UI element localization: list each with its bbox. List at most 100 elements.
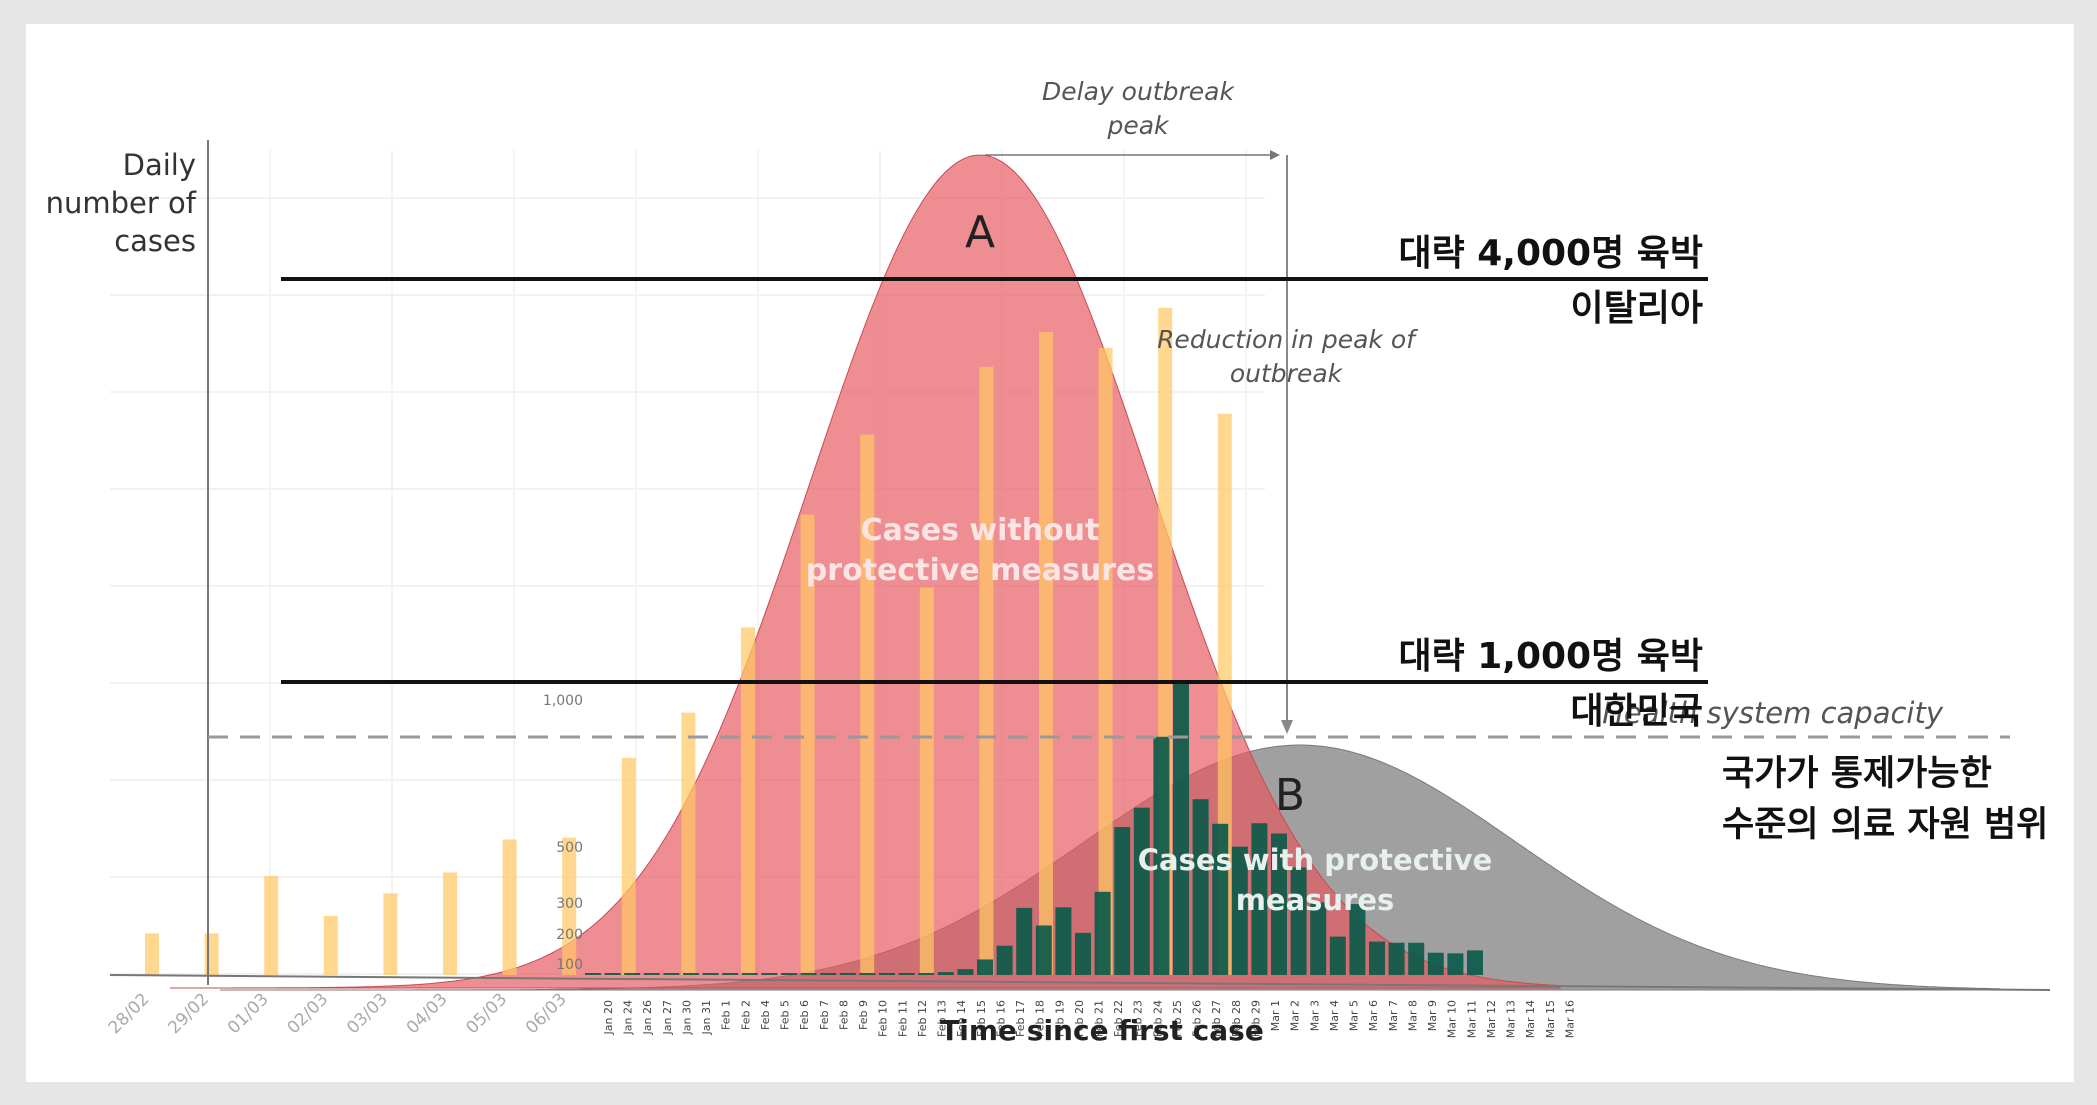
korea-date-label: Feb 19 [1053, 1000, 1066, 1037]
delay-arrow-head [1270, 150, 1280, 160]
korea-bar [781, 973, 797, 975]
korea-bar [1192, 799, 1209, 975]
italy-bar [1098, 347, 1113, 975]
korea-bar [1290, 867, 1307, 975]
korea-date-label: Feb 12 [916, 1000, 929, 1037]
korea-date-label: Mar 15 [1544, 1000, 1557, 1038]
korea-bar [741, 973, 758, 975]
korea-date-label: Mar 5 [1348, 1000, 1361, 1031]
korea-date-label: Mar 4 [1328, 1000, 1341, 1031]
korea-date-label: Feb 7 [818, 1000, 831, 1030]
korea-date-label: Feb 23 [1132, 1000, 1145, 1037]
y-axis-label-line2: number of [46, 186, 197, 220]
italy-bar-series [145, 307, 1232, 976]
korea-y-tick-label: 300 [556, 896, 583, 912]
korea-bar [957, 969, 974, 975]
korea-date-label: Feb 28 [1230, 1000, 1243, 1037]
italy-value-label: 대략 4,000명 육박 [1398, 233, 1703, 274]
korea-date-label: Feb 20 [1073, 1000, 1086, 1037]
korea-date-label: Feb 29 [1249, 1000, 1262, 1037]
korea-bar [1447, 953, 1464, 975]
italy-bar [323, 915, 338, 975]
korea-bar [839, 973, 856, 975]
korea-bar [1271, 833, 1287, 975]
korea-bar [1075, 932, 1091, 975]
korea-bar [1094, 891, 1111, 975]
capacity-note-line2: 수준의 의료 자원 범위 [1722, 805, 2048, 845]
korea-date-label: Feb 2 [739, 1000, 752, 1030]
korea-date-label: Mar 2 [1289, 1000, 1302, 1031]
korea-bar [1349, 904, 1366, 975]
italy-bar [860, 434, 875, 975]
korea-date-label: Jan 31 [700, 1000, 713, 1035]
korea-date-label: Feb 14 [955, 1000, 968, 1037]
korea-date-label: Mar 8 [1406, 1000, 1419, 1031]
korea-bar [1153, 736, 1170, 975]
reduction-peak-label-line1: Reduction in peak of [1157, 325, 1418, 354]
korea-bar [1310, 902, 1327, 975]
korea-bar [1133, 807, 1150, 975]
korea-date-label: Mar 9 [1426, 1000, 1439, 1031]
korea-y-tick-label: 100 [556, 957, 583, 973]
korea-date-label: Mar 16 [1563, 1000, 1576, 1038]
korea-date-label: Feb 1 [720, 1000, 733, 1030]
korea-bar [977, 959, 993, 975]
korea-y-tick-label: 1,000 [543, 693, 583, 709]
korea-bar [663, 973, 680, 975]
curve-b-label-line1: Cases with protective [1138, 843, 1493, 877]
italy-bar [383, 893, 398, 975]
korea-date-label: Feb 24 [1151, 1000, 1164, 1037]
korea-y-ticks: 1,000 500 300 200 100 [543, 693, 583, 973]
korea-date-label: Feb 22 [1112, 1000, 1125, 1037]
capacity-note-line1: 국가가 통제가능한 [1722, 754, 1992, 794]
korea-bar [624, 973, 641, 975]
korea-date-label: Feb 5 [779, 1000, 792, 1030]
korea-bar [1408, 942, 1425, 975]
korea-date-label: Jan 20 [602, 1000, 615, 1035]
korea-date-label: Jan 26 [641, 1000, 654, 1035]
korea-date-label: Jan 30 [680, 1000, 693, 1035]
korea-bar [761, 973, 778, 975]
curve-b-label-line2: measures [1236, 883, 1395, 917]
curve-b-letter: B [1275, 770, 1305, 821]
korea-bar [702, 973, 719, 975]
korea-date-label: Mar 3 [1308, 1000, 1321, 1031]
y-axis-label-line1: Daily [123, 148, 196, 182]
korea-bar [937, 972, 954, 975]
korea-date-label: Feb 25 [1171, 1000, 1184, 1037]
italy-bar [681, 712, 696, 975]
korea-bar [643, 973, 660, 975]
curve-a-letter: A [965, 207, 995, 258]
italy-bar [741, 627, 755, 975]
korea-bar [1055, 907, 1072, 975]
korea-bar [1173, 682, 1189, 975]
korea-bar [1427, 952, 1444, 975]
korea-date-label: Mar 1 [1269, 1000, 1282, 1031]
korea-date-label: Mar 12 [1485, 1000, 1498, 1038]
reduction-arrow-head [1281, 720, 1293, 734]
korea-y-tick-label: 500 [556, 840, 583, 856]
korea-date-label: Feb 8 [837, 1000, 850, 1030]
korea-bar [859, 973, 876, 975]
capacity-label: Health system capacity [1602, 696, 1944, 730]
korea-date-label: Feb 9 [857, 1000, 870, 1030]
korea-date-label: Feb 6 [798, 1000, 811, 1030]
delay-peak-label-line2: peak [1106, 111, 1170, 140]
italy-bar [145, 933, 159, 975]
korea-date-label: Feb 11 [896, 1000, 909, 1037]
korea-date-label: Feb 18 [1034, 1000, 1047, 1037]
korea-x-tick-labels: Jan 20 Jan 24 Jan 26 Jan 27 Jan 30 Jan 31 Feb … [602, 1000, 1576, 1038]
korea-date-label: Jan 24 [622, 1000, 635, 1035]
korea-bar [683, 973, 699, 975]
korea-date-label: Feb 17 [1014, 1000, 1027, 1037]
korea-bar [898, 973, 915, 975]
italy-bar [264, 875, 279, 975]
italy-country-label: 이탈리아 [1571, 288, 1703, 329]
korea-bar [1016, 907, 1033, 975]
korea-date-label: Mar 13 [1505, 1000, 1518, 1038]
korea-bar [585, 973, 601, 975]
korea-bar [1212, 823, 1229, 975]
italy-bar [621, 757, 636, 975]
